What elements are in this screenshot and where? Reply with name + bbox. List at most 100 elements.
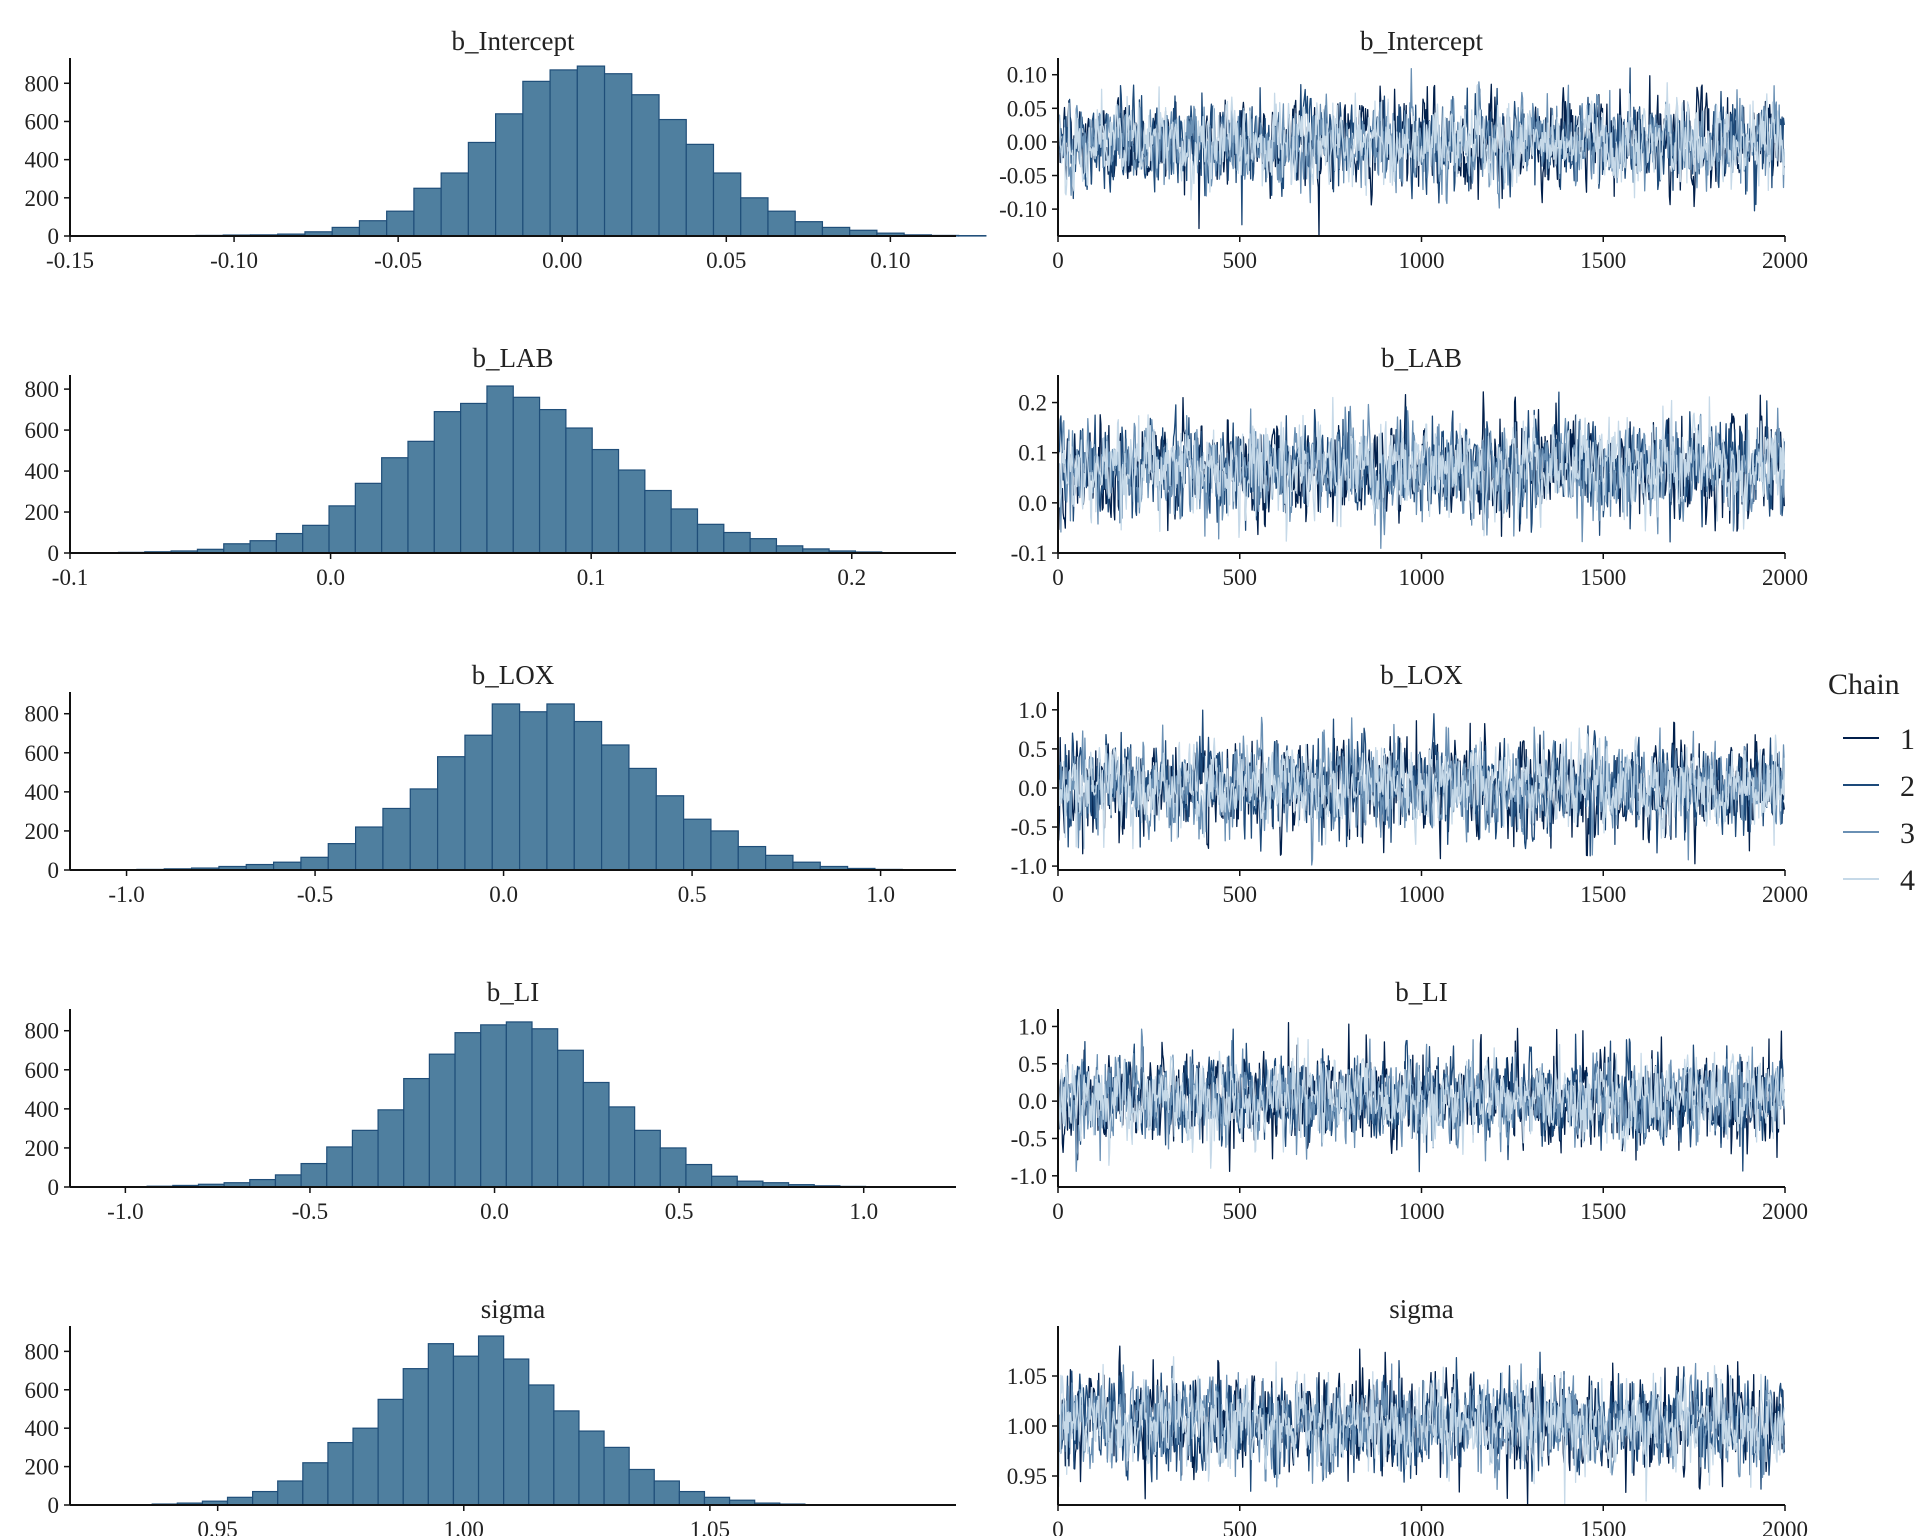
histogram-bar	[428, 1053, 456, 1188]
histogram-bar	[505, 1021, 533, 1188]
histogram-bar	[659, 1147, 687, 1188]
histogram-bar	[413, 187, 442, 237]
histogram-bar	[331, 226, 361, 237]
histogram-bar	[670, 508, 699, 554]
histogram-bar	[433, 411, 462, 554]
histogram-bar	[576, 65, 606, 237]
histogram-bar	[737, 845, 767, 871]
legend-label: 1	[1900, 723, 1915, 756]
legend-title: Chain	[1828, 668, 1900, 701]
histogram-bar	[386, 210, 415, 237]
axes: -1.0 -0.5 0.0 0.5 1.0 0 200 400 600 800	[25, 1009, 956, 1224]
x-tick-label: -0.05	[374, 248, 422, 273]
histogram-bar	[409, 788, 439, 871]
histogram-bar	[300, 856, 329, 871]
histogram-bar	[354, 482, 383, 554]
histogram-bar	[765, 854, 794, 871]
histogram-bars	[101, 1335, 856, 1506]
histogram-bar	[407, 440, 435, 554]
trace-lines	[1057, 391, 1785, 549]
histogram-bar	[252, 1490, 279, 1506]
x-tick-label: 1.0	[866, 882, 895, 907]
trace-lines	[1057, 1021, 1785, 1173]
histogram-bar	[591, 448, 620, 554]
x-tick-label: 2000	[1762, 882, 1808, 907]
histogram-bar	[628, 1468, 655, 1506]
trace-lines	[1057, 1345, 1785, 1506]
histogram-bar	[634, 1129, 661, 1188]
histogram-bar	[740, 197, 769, 237]
x-tick-label: 0.5	[678, 882, 707, 907]
histogram-bar	[703, 1496, 731, 1506]
axes: -0.1 0.0 0.1 0.2 0 200 400 600 800	[25, 375, 956, 590]
histogram-b-intercept-panel: b_Intercept -0.15 -0.10 -0.05 0.00 0.05 0.10 0 2…	[25, 26, 987, 273]
y-tick-label: 0.10	[1007, 63, 1047, 88]
histogram-bar	[440, 172, 469, 237]
histogram-bar	[600, 744, 630, 871]
y-tick-label: -0.5	[1011, 815, 1047, 840]
y-tick-label: -0.05	[999, 164, 1047, 189]
x-tick-label: 0	[1052, 248, 1064, 273]
histogram-bar	[467, 141, 497, 237]
histogram-bar	[327, 1441, 354, 1506]
y-tick-label: -0.1	[1011, 541, 1047, 566]
y-tick-label: 400	[25, 148, 60, 173]
y-tick-label: 800	[25, 1019, 60, 1044]
trace-b-lox-panel: b_LOX 0 500 1000 1500 2000 1.0 0.5 0.0 -0.5 -1.0	[1011, 660, 1808, 907]
y-tick-label: 1.05	[1007, 1364, 1047, 1389]
trace-b-intercept-panel: b_Intercept 0 500 1000 1500 2000 0.10 0.05 0.00 -…	[999, 26, 1808, 273]
x-tick-label: 2000	[1762, 1517, 1808, 1536]
trace-line-chain-4	[1057, 1356, 1785, 1506]
histogram-bar	[477, 1335, 505, 1506]
y-tick-label: 200	[25, 1455, 60, 1480]
histogram-bar	[522, 80, 551, 237]
histogram-bar	[377, 1398, 404, 1506]
x-tick-label: 0.95	[198, 1517, 238, 1536]
y-tick-label: 400	[25, 1416, 60, 1441]
histogram-bar	[512, 396, 541, 554]
trace-line-chain-4	[1057, 727, 1785, 850]
x-tick-label: 2000	[1762, 1199, 1808, 1224]
histogram-bar	[452, 1355, 480, 1506]
histogram-bar	[712, 172, 742, 237]
axes: 0 500 1000 1500 2000 1.0 0.5 0.0 -0.5 -1.0	[1011, 692, 1808, 907]
histogram-bar	[518, 711, 548, 871]
histogram-bar	[538, 408, 567, 554]
histogram-bar	[274, 1174, 302, 1188]
panel-title: b_LI	[1395, 977, 1447, 1007]
histogram-bar	[723, 531, 751, 554]
panel-title: b_LOX	[472, 660, 555, 690]
y-tick-label: 600	[25, 418, 60, 443]
axes: 0.95 1.00 1.05 0 200 400 600 800	[25, 1326, 956, 1536]
trace-b-lab-panel: b_LAB 0 500 1000 1500 2000 0.2 0.1 0.0 -0.1	[1011, 343, 1808, 590]
trace-sigma-panel: sigma 0 500 1000 1500 2000 1.05 1.00 0.95	[1007, 1294, 1808, 1536]
histogram-bar	[528, 1384, 555, 1506]
legend-label: 2	[1900, 770, 1915, 803]
histogram-bar	[628, 767, 657, 871]
y-tick-label: 600	[25, 1378, 60, 1403]
x-tick-label: 0.0	[489, 882, 518, 907]
histogram-bar	[402, 1368, 429, 1506]
x-tick-label: 0	[1052, 565, 1064, 590]
histogram-bar	[226, 1496, 254, 1506]
panel-title: b_LAB	[473, 343, 554, 373]
histogram-bar	[794, 221, 824, 237]
histogram-bar	[821, 226, 851, 237]
x-tick-label: 1.0	[849, 1199, 878, 1224]
legend-label: 4	[1900, 864, 1915, 897]
trace-lines	[1057, 709, 1785, 866]
histogram-bar	[631, 94, 660, 237]
x-tick-label: 0	[1052, 1199, 1064, 1224]
y-tick-label: 1.00	[1007, 1414, 1047, 1439]
histogram-bar	[382, 807, 411, 871]
histogram-bar	[503, 1358, 530, 1506]
y-tick-label: 1.0	[1018, 1014, 1047, 1039]
histogram-bar	[381, 457, 409, 554]
y-tick-label: 0.95	[1007, 1464, 1047, 1489]
histogram-bar	[549, 69, 578, 237]
x-tick-label: 0.10	[870, 248, 910, 273]
x-tick-label: 500	[1223, 1517, 1258, 1536]
y-tick-label: 0	[48, 224, 60, 249]
panel-title: sigma	[481, 1294, 546, 1324]
